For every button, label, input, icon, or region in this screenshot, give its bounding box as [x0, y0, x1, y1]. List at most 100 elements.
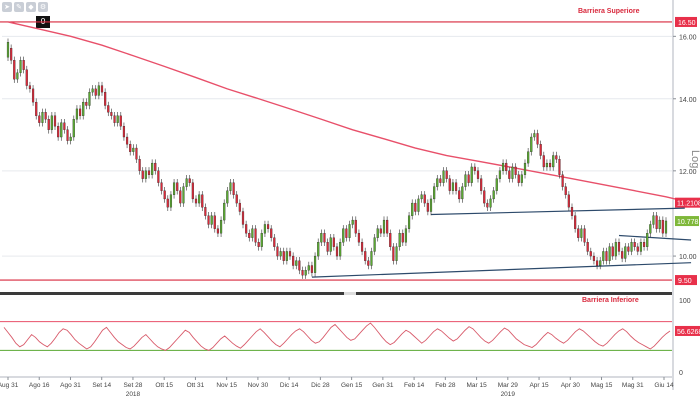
candle — [47, 119, 50, 130]
candle — [28, 85, 32, 90]
panel-resize-handle[interactable] — [344, 292, 356, 295]
candle — [583, 228, 586, 243]
candle — [82, 101, 85, 116]
candle — [91, 88, 94, 93]
barrier-price-tag — [675, 16, 697, 27]
x-tick-label: Nov 30 — [248, 382, 269, 389]
candle — [602, 251, 605, 261]
candle — [16, 72, 19, 80]
candle — [633, 242, 636, 247]
candle — [235, 194, 238, 204]
candle — [492, 190, 495, 200]
candle — [605, 251, 608, 261]
indicator-value-label: 56.6268 — [677, 329, 700, 336]
candle — [589, 251, 592, 257]
candle — [254, 228, 257, 243]
magnet-tool-icon[interactable]: ◆ — [26, 2, 36, 12]
candle — [376, 228, 379, 238]
candle — [169, 194, 173, 208]
select-tool-icon[interactable]: ➤ — [2, 2, 12, 12]
candle — [423, 194, 426, 204]
candle — [273, 237, 276, 247]
candle — [194, 198, 198, 204]
candle — [398, 233, 401, 247]
candle — [545, 162, 549, 168]
draw-tool-icon[interactable]: ✎ — [14, 2, 24, 12]
candle — [386, 219, 389, 234]
barrier-price-label: 9.50 — [678, 278, 692, 285]
candle — [122, 126, 126, 138]
candle — [548, 162, 552, 168]
candle — [636, 246, 639, 252]
candle — [285, 251, 288, 261]
candle — [307, 265, 310, 271]
candle — [417, 198, 420, 212]
last-price-tag — [675, 216, 699, 227]
candle — [201, 194, 204, 208]
candle — [464, 174, 467, 187]
candle — [223, 202, 226, 221]
chart-toolbar: ➤ ✎ ◆ ⚙ — [0, 0, 52, 30]
moving-average-label: 11.2108 — [677, 201, 700, 208]
candle — [75, 108, 79, 120]
candle — [630, 242, 633, 252]
candle — [451, 182, 455, 191]
candle — [135, 147, 138, 160]
candle — [13, 60, 16, 80]
candle — [248, 233, 251, 238]
x-tick-label: Feb 28 — [435, 382, 456, 389]
candle — [467, 174, 470, 183]
candle — [617, 242, 621, 252]
candle — [658, 219, 661, 229]
candle — [60, 122, 63, 138]
candle — [245, 224, 248, 234]
candle — [627, 246, 630, 252]
candle — [157, 170, 160, 183]
candle — [241, 211, 245, 225]
candle — [517, 174, 520, 183]
candle — [298, 260, 301, 271]
candle — [279, 251, 282, 257]
candle — [379, 228, 382, 234]
candle — [332, 237, 335, 247]
candle — [310, 265, 314, 273]
candle — [78, 108, 82, 116]
candle — [367, 260, 370, 266]
candle — [646, 233, 649, 247]
candle — [495, 178, 498, 191]
settings-icon[interactable]: ⚙ — [38, 2, 48, 12]
candle — [614, 242, 617, 257]
candle — [501, 162, 505, 171]
candle — [97, 85, 100, 96]
candle — [664, 220, 668, 234]
candle — [458, 190, 461, 200]
indicator-value-tag — [675, 325, 700, 336]
candle — [570, 207, 574, 216]
candle — [348, 224, 351, 238]
candle — [558, 159, 561, 175]
candle — [389, 233, 392, 247]
panel-separator — [0, 292, 672, 295]
candle — [125, 136, 129, 145]
moving-average-tag — [675, 197, 700, 208]
candle — [38, 115, 41, 123]
x-tick-label: Gen 31 — [372, 382, 394, 389]
candle — [72, 119, 75, 138]
candle — [539, 144, 542, 156]
log-scale-label: Log — [689, 150, 700, 168]
candle — [608, 246, 611, 261]
candle — [649, 224, 652, 234]
candle — [63, 122, 66, 130]
candle — [530, 136, 533, 152]
x-tick-label: Ott 15 — [155, 382, 173, 389]
candle — [592, 255, 596, 261]
candle — [357, 233, 361, 243]
barrier-price-tag — [675, 275, 697, 286]
trendline — [311, 262, 692, 278]
candle — [257, 242, 260, 247]
candle — [229, 182, 232, 191]
last-price-label: 10.778 — [677, 219, 699, 226]
candle — [395, 246, 398, 261]
lower-barrier-title: Barriera Inferiore — [582, 297, 639, 304]
